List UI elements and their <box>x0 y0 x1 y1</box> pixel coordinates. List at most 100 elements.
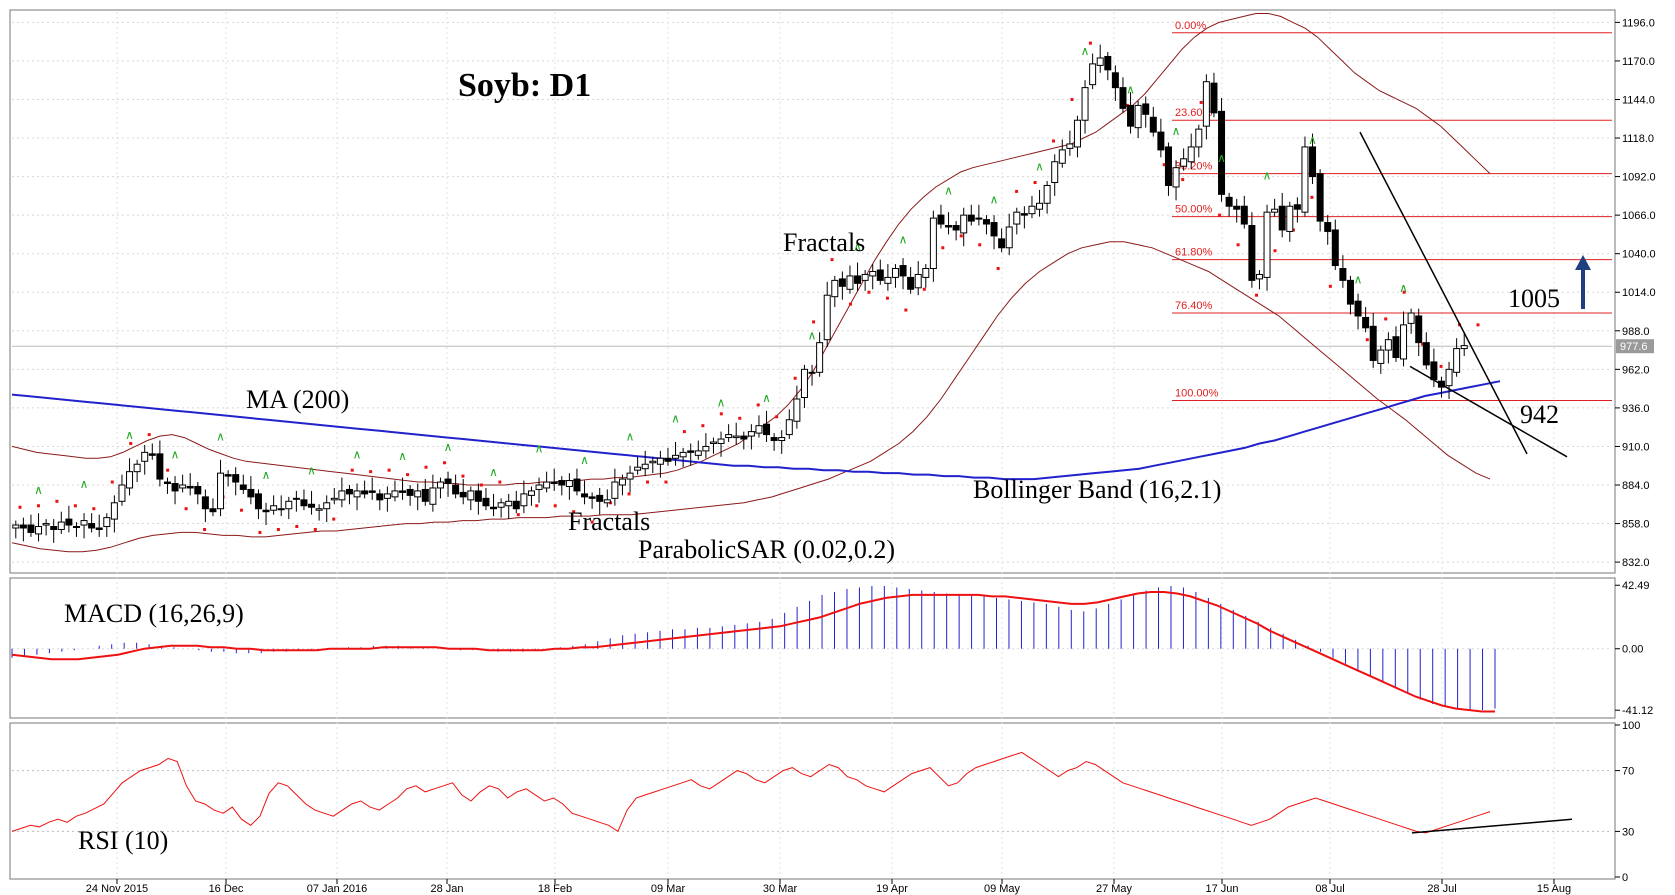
sar-dot <box>239 508 243 512</box>
candle <box>1233 205 1241 210</box>
candle <box>50 526 58 530</box>
sar-dot <box>590 520 594 524</box>
candle <box>497 502 505 508</box>
candle <box>186 485 194 489</box>
candle <box>687 450 695 453</box>
candle <box>65 518 73 526</box>
candle <box>838 278 846 287</box>
fractal-up-icon: ∧ <box>1217 151 1226 165</box>
macd-signal-line <box>11 591 1495 713</box>
sar-dot <box>1291 228 1295 232</box>
price-tick-label: 962.0 <box>1622 364 1650 376</box>
support-label: 942 <box>1520 400 1559 429</box>
sar-dot <box>73 504 77 508</box>
candle <box>383 493 391 499</box>
ma-200-line <box>11 380 1501 481</box>
candle <box>725 434 733 439</box>
candle <box>952 225 960 231</box>
fractal-up-icon: ∧ <box>762 391 771 405</box>
target-label: 1005 <box>1508 284 1560 313</box>
price-tick-label: 1144.0 <box>1622 94 1655 106</box>
candle <box>1081 87 1089 121</box>
sar-dot <box>36 504 40 508</box>
candle <box>899 265 907 277</box>
candle <box>353 490 361 498</box>
sar-dot <box>867 290 871 294</box>
sar-dot <box>18 505 22 509</box>
sar-dot <box>756 403 760 407</box>
rsi-tick-label: 0 <box>1622 872 1628 884</box>
candle <box>459 491 467 498</box>
candle <box>1195 128 1203 148</box>
candle <box>141 451 149 462</box>
candle <box>763 423 771 436</box>
candle <box>581 493 589 498</box>
price-tick-label: 1066.0 <box>1622 210 1656 222</box>
sar-dot <box>941 246 945 250</box>
fractal-up-icon: ∧ <box>398 449 407 463</box>
candle <box>527 490 535 496</box>
candle <box>1111 72 1119 89</box>
candle <box>42 523 50 526</box>
candle <box>1073 119 1081 148</box>
candle <box>361 490 369 495</box>
candle <box>573 478 581 492</box>
fractals-label-bottom: Fractals <box>568 507 650 536</box>
fractal-up-icon: ∧ <box>125 428 134 442</box>
fractal-up-icon: ∧ <box>1399 281 1408 295</box>
candle <box>626 472 634 480</box>
fib-label: 0.00% <box>1175 20 1206 32</box>
candle <box>490 506 498 510</box>
price-panel <box>9 9 1616 574</box>
sar-dot <box>1328 284 1332 288</box>
date-label: 28 Jan <box>430 883 463 895</box>
candle <box>854 275 862 284</box>
candle <box>1149 116 1157 133</box>
fractal-up-icon: ∧ <box>262 468 271 482</box>
sar-dot <box>424 465 428 469</box>
candle <box>1293 204 1301 210</box>
candle <box>793 398 801 422</box>
candle <box>679 451 687 458</box>
sar-dot <box>1384 317 1388 321</box>
candle <box>588 496 596 499</box>
sar-dot <box>258 530 262 534</box>
candle <box>201 496 209 510</box>
date-label: 07 Jan 2016 <box>307 883 368 895</box>
candle <box>126 471 134 489</box>
candle <box>80 520 88 526</box>
candle <box>345 488 353 495</box>
macd-tick-label: 42.49 <box>1622 580 1650 592</box>
candle <box>1354 300 1362 317</box>
candle <box>982 219 990 225</box>
sar-dot <box>479 483 483 487</box>
price-tick-label: 1014.0 <box>1622 287 1656 299</box>
candle <box>907 276 915 290</box>
candle <box>808 371 816 374</box>
candle <box>414 490 422 498</box>
candle <box>482 497 490 507</box>
sar-dot <box>812 320 816 324</box>
candle <box>672 454 680 459</box>
sar-dot <box>406 473 410 477</box>
candle <box>1210 82 1218 114</box>
candle <box>118 484 126 502</box>
sar-dot <box>1476 323 1480 327</box>
candle <box>376 493 384 501</box>
bollinger-lower <box>11 241 1491 553</box>
price-tick-label: 910.0 <box>1622 441 1650 453</box>
candle <box>1104 55 1112 71</box>
candle <box>133 463 141 473</box>
candle <box>846 275 854 290</box>
candle <box>72 526 80 529</box>
candle <box>1202 81 1210 127</box>
fractal-up-icon: ∧ <box>808 329 817 343</box>
candle <box>1255 273 1263 280</box>
fractal-up-icon: ∧ <box>853 240 862 254</box>
candle <box>656 457 664 465</box>
candle <box>884 276 892 284</box>
sar-dot <box>1310 195 1314 199</box>
candle <box>618 478 626 486</box>
chart-title: Soyb: D1 <box>458 67 591 104</box>
